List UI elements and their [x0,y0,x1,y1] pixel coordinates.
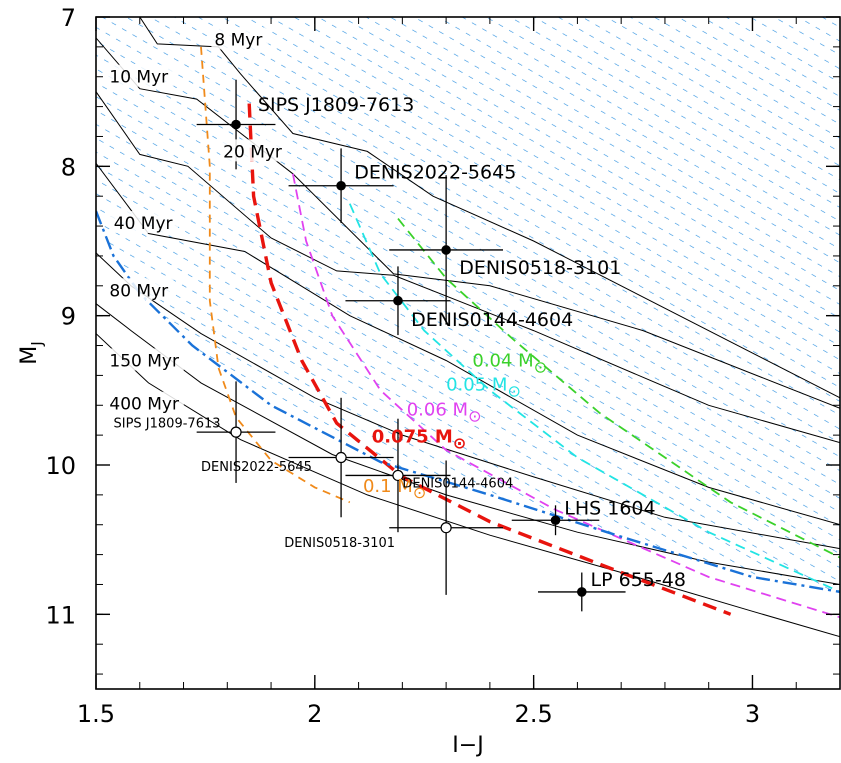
isochrone-label-background [106,391,184,414]
y-axis-title-sub: J [28,341,46,346]
star-name-label: SIPS J1809-7613 [258,94,414,116]
star-name-label: DENIS0144-4604 [411,309,573,331]
y-tick-label: 11 [45,601,76,629]
star-name-label: DENIS0518-3101 [459,257,621,279]
isochrone-line [96,163,840,526]
isochrone-label-background [106,278,174,301]
data-point-open [345,418,451,533]
isochrone-label-background [106,64,174,87]
solar-mass-symbol: ⊙ [534,357,547,376]
y-axis-title-main: M [17,346,42,365]
mass-track-line [200,46,351,504]
data-point-filled [511,505,600,536]
data-points [196,79,626,612]
star-name-label: DENIS0144-4604 [402,476,513,491]
data-point-marker [335,451,347,464]
isochrone-label: 8 Myr [214,30,262,50]
data-point-marker [441,245,451,255]
star-name-label: LP 655-48 [591,569,686,591]
x-tick-label: 1.5 [77,700,115,728]
isochrone-label: 40 Myr [114,214,173,234]
data-point-open [196,381,276,483]
isochrone-label-background [211,27,269,50]
isochrone-label: 10 Myr [109,68,168,88]
data-point-filled [288,148,394,224]
data-point-filled [538,572,626,612]
data-point-open [389,460,504,595]
solar-mass-symbol: ⊙ [413,483,426,502]
mass-track-line [292,173,840,619]
svg-text:MJ: MJ [17,341,46,364]
data-point-open [288,397,394,518]
x-tick-label: 3 [745,700,760,728]
data-point-marker [230,426,242,438]
x-tick-label: 2 [307,700,322,728]
axis-ticks: 1.5 2 2.5 3 7 8 9 10 11 [45,4,841,728]
isochrone-label-background [110,211,178,234]
isochrone-label: 400 Myr [109,395,179,415]
isochrone-line [96,91,840,444]
solar-mass-symbol: ⊙ [453,434,466,453]
data-point-marker [231,119,241,130]
data-point-marker [550,515,561,526]
solar-mass-symbol: ⊙ [468,407,481,426]
y-tick-label: 8 [61,153,76,181]
y-tick-label: 9 [61,303,76,331]
star-name-label: LHS 1604 [564,497,655,519]
isochrone-label: 80 Myr [109,281,168,301]
data-point-marker [576,587,587,597]
data-point-filled [389,175,504,325]
data-point-marker [393,295,403,306]
y-axis-title: MJ [17,341,46,364]
isochrone-line [139,17,840,399]
star-name-label: DENIS2022-5645 [354,161,516,183]
data-point-marker [392,469,404,482]
isochrone-label: 150 Myr [109,351,179,371]
star-name-label: SIPS J1809-7613 [114,417,221,432]
x-tick-label: 2.5 [515,700,553,728]
deuterium-burning-line [96,210,840,594]
mass-track-label: 0.04 M⊙ [472,350,547,376]
y-tick-label: 7 [61,4,76,32]
mass-track-line [348,203,840,593]
solar-mass-symbol: ⊙ [507,381,520,400]
isochrone-label-background [106,348,184,371]
star-name-label: DENIS2022-5645 [201,460,312,475]
y-tick-label: 10 [45,452,76,480]
data-point-marker [440,522,452,534]
mass-track-line [247,103,732,616]
star-name-label: DENIS0518-3101 [284,536,395,551]
plot-frame [95,16,841,690]
mass-tracks [200,46,840,619]
data-point-filled [345,266,451,336]
isochrone-label-background [220,139,288,162]
data-point-marker [336,180,346,191]
x-axis-title: I−J [452,733,483,758]
isochrone-label: 20 Myr [223,142,282,162]
